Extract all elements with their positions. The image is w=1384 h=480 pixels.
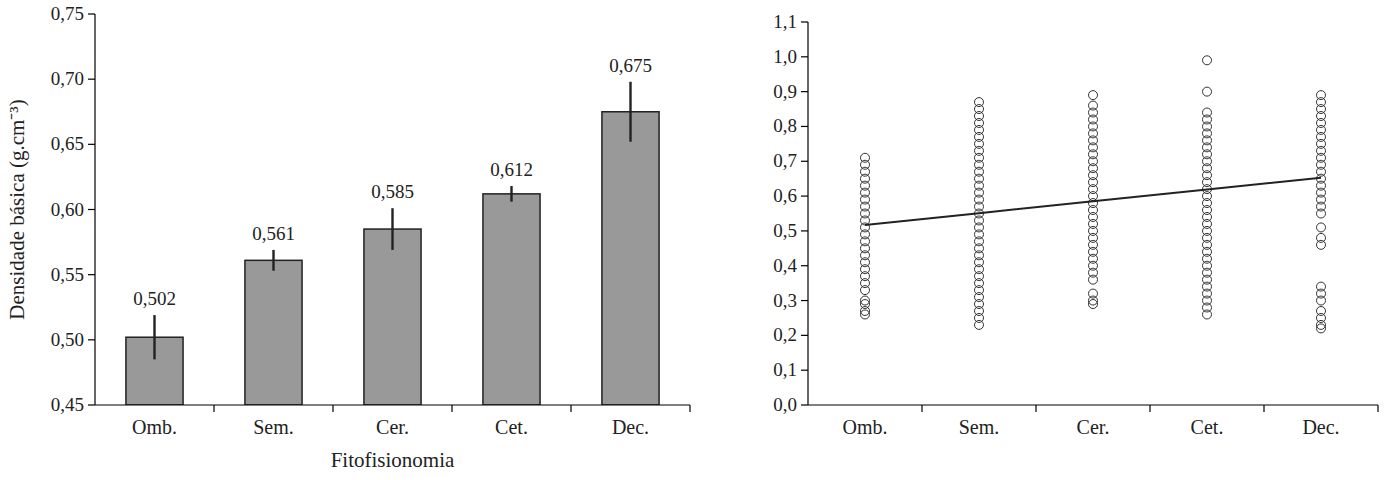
x-tick [1035,405,1036,412]
y-axis-label: Densidade básica (g.cm⁻³) [5,99,29,319]
y-tick [801,300,808,301]
y-tick-label: 0,6 [773,185,797,206]
y-tick-label: 0,7 [773,150,797,171]
scatter-point [1317,282,1326,291]
y-axis-line [807,22,808,405]
scatter-point [1089,289,1098,298]
chart-0: 0,502 0,561 0,585 0,612 0,675 0,45 0,50 0,55 0,6… [5,3,690,472]
data-label: 0,585 [371,181,414,202]
scatter-point [1317,91,1326,100]
x-tick-label: Cet. [495,416,528,438]
y-tick-label: 0,3 [773,290,797,311]
error-bar [629,82,631,142]
data-label: 0,612 [490,159,533,180]
scatter-point [1317,233,1326,242]
y-tick [801,126,808,127]
bar [483,194,540,405]
figure: 0,502 0,561 0,585 0,612 0,675 0,45 0,50 0,55 0,6… [0,0,1384,480]
y-tick-label: 0,50 [51,329,84,350]
y-tick-label: 0,0 [773,394,797,415]
y-tick [88,209,95,210]
y-tick-label: 0,1 [773,359,797,380]
y-tick-label: 0,8 [773,115,797,136]
y-tick-label: 0,9 [773,81,797,102]
scatter-point [1089,91,1098,100]
marks [861,56,1326,333]
y-tick-label: 0,55 [51,264,84,285]
scatter-point [861,153,870,162]
scatter-point [975,98,984,107]
chart-1: 0,0 0,1 0,2 0,3 0,4 0,5 0,6 0,7 0,8 0,9 1,0 1,1 Omb.… [773,11,1378,438]
x-tick [1263,405,1264,412]
scatter-point [1203,87,1212,96]
y-tick-label: 0,2 [773,324,797,345]
y-tick-label: 1,0 [773,46,797,67]
y-tick [801,56,808,57]
y-tick-label: 0,4 [773,255,797,276]
x-tick [451,405,452,412]
error-bar [391,208,393,250]
y-tick [801,265,808,266]
data-label: 0,675 [609,55,652,76]
x-tick-label: Sem. [959,416,1000,438]
y-tick-label: 0,60 [51,199,84,220]
x-tick-label: Omb. [843,416,888,438]
x-tick [689,405,690,412]
error-bar [153,315,155,359]
bar [602,112,659,405]
y-tick [88,274,95,275]
y-tick [88,79,95,80]
y-tick-label: 1,1 [773,11,797,32]
scatter-point [1203,56,1212,65]
x-tick-label: Cer. [376,416,409,438]
error-bar [510,186,512,202]
marks [126,82,659,405]
y-tick [88,339,95,340]
scatter-point [1089,101,1098,110]
scatter-point [1317,223,1326,232]
x-tick-label: Sem. [253,416,294,438]
x-axis-label: Fitofisionomia [331,448,455,472]
x-axis-line [808,404,1378,405]
y-tick-label: 0,70 [51,68,84,89]
scatter-point [1203,108,1212,117]
y-tick [801,230,808,231]
x-tick [1149,405,1150,412]
y-tick [88,13,95,14]
y-tick [801,21,808,22]
y-tick [801,195,808,196]
data-label: 0,561 [252,223,295,244]
x-tick [213,405,214,412]
x-tick [921,405,922,412]
x-tick-label: Dec. [1302,416,1339,438]
y-tick [801,404,808,405]
x-tick [570,405,571,412]
y-tick [801,91,808,92]
y-tick [801,335,808,336]
y-tick [801,370,808,371]
y-tick-label: 0,75 [51,3,84,24]
y-tick-label: 0,5 [773,220,797,241]
y-tick [88,404,95,405]
x-tick-label: Omb. [132,416,177,438]
bar [245,260,302,405]
error-bar [272,250,274,271]
x-axis-line [95,404,690,405]
y-tick [801,161,808,162]
data-label: 0,502 [133,288,176,309]
y-tick-label: 0,45 [51,394,84,415]
x-tick [332,405,333,412]
x-tick-label: Cer. [1077,416,1110,438]
x-tick-label: Dec. [612,416,649,438]
scatter-point [861,296,870,305]
x-tick [1377,405,1378,412]
x-tick-label: Cet. [1191,416,1224,438]
bar [364,229,421,405]
y-tick [88,144,95,145]
scatter-point [1317,306,1326,315]
y-tick-label: 0,65 [51,133,84,154]
trend-line [865,178,1321,225]
